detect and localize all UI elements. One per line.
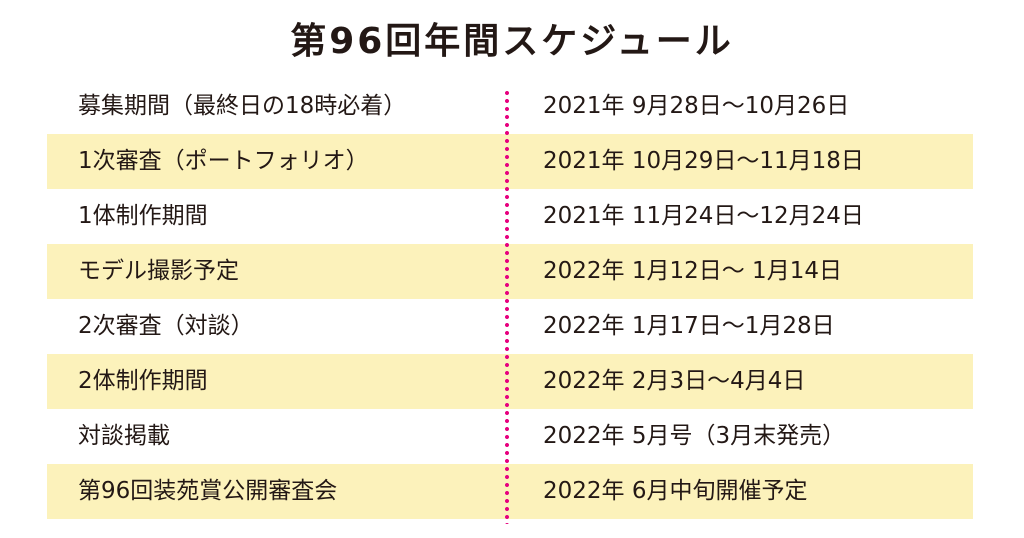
schedule-item-label: モデル撮影予定 [78, 258, 239, 284]
schedule-row: 対談掲載 2022年 5月号（3月末発売） [47, 409, 973, 464]
schedule-row: 2次審査（対談） 2022年 1月17日〜1月28日 [47, 299, 973, 354]
schedule-item-label: 2次審査（対談） [78, 313, 254, 339]
schedule-item-date: 2022年 2月3日〜4月4日 [543, 368, 806, 394]
schedule-row: 2体制作期間 2022年 2月3日〜4月4日 [47, 354, 973, 409]
schedule-item-label: 対談掲載 [78, 423, 170, 449]
schedule-item-date: 2021年 9月28日〜10月26日 [543, 93, 850, 119]
schedule-item-date: 2022年 5月号（3月末発売） [543, 423, 846, 449]
schedule-item-date: 2022年 1月12日〜 1月14日 [543, 258, 842, 284]
schedule-item-label: 2体制作期間 [78, 368, 208, 394]
schedule-row: 第96回装苑賞公開審査会 2022年 6月中旬開催予定 [47, 464, 973, 519]
schedule-item-label: 1体制作期間 [78, 203, 208, 229]
schedule-item-label: 募集期間（最終日の18時必着） [78, 93, 407, 119]
schedule-row: 1体制作期間 2021年 11月24日〜12月24日 [47, 189, 973, 244]
schedule-row: 1次審査（ポートフォリオ） 2021年 10月29日〜11月18日 [47, 134, 973, 189]
schedule-item-date: 2022年 1月17日〜1月28日 [543, 313, 835, 339]
schedule-table: 募集期間（最終日の18時必着） 2021年 9月28日〜10月26日 1次審査（… [47, 79, 973, 519]
schedule-item-date: 2021年 10月29日〜11月18日 [543, 148, 864, 174]
dotted-divider [505, 89, 509, 524]
schedule-row: 募集期間（最終日の18時必着） 2021年 9月28日〜10月26日 [47, 79, 973, 134]
page-title: 第96回年間スケジュール [290, 21, 734, 62]
schedule-row: モデル撮影予定 2022年 1月12日〜 1月14日 [47, 244, 973, 299]
schedule-item-label: 第96回装苑賞公開審査会 [78, 478, 338, 504]
schedule-item-label: 1次審査（ポートフォリオ） [78, 148, 369, 174]
schedule-item-date: 2022年 6月中旬開催予定 [543, 478, 808, 504]
schedule-item-date: 2021年 11月24日〜12月24日 [543, 203, 864, 229]
